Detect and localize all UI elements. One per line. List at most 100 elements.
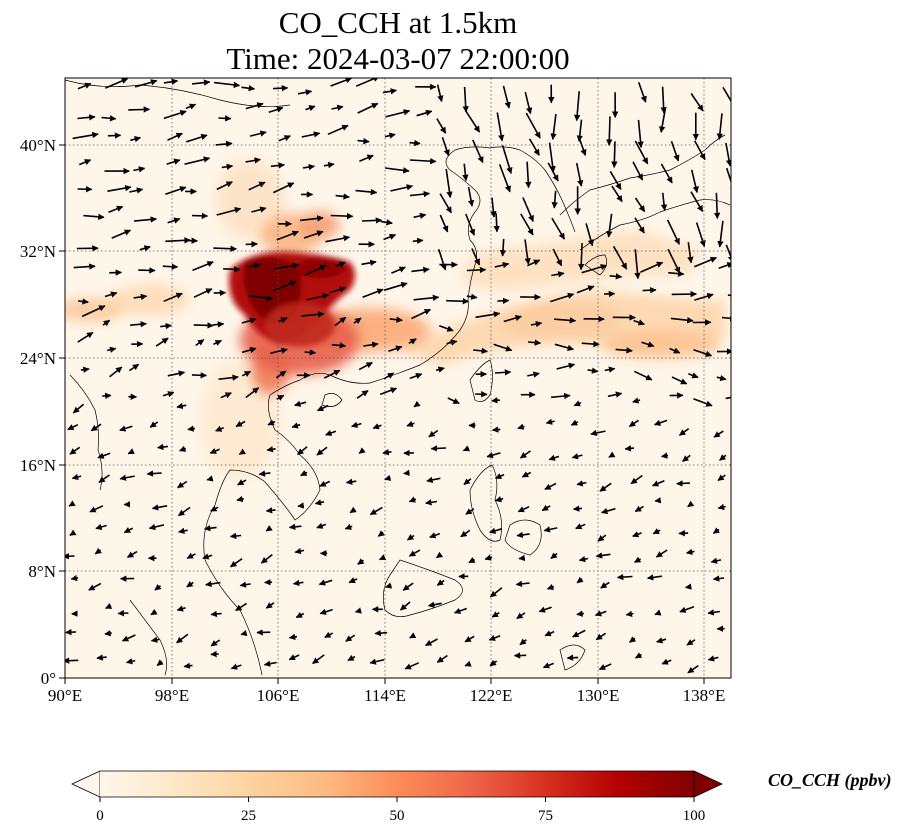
map-background (65, 78, 731, 678)
wind-arrow (652, 528, 661, 535)
wind-arrow (291, 422, 301, 429)
wind-arrow (607, 391, 623, 398)
wind-arrow (78, 159, 92, 166)
wind-arrow (323, 161, 335, 169)
wind-arrow (335, 193, 350, 200)
wind-arrow (640, 261, 664, 273)
wind-arrow (245, 102, 264, 110)
wind-arrow (150, 608, 158, 616)
wind-arrow (276, 230, 299, 241)
wind-arrow (276, 394, 285, 401)
wind-arrow (229, 532, 242, 540)
wind-arrow (462, 163, 469, 182)
wind-arrow (690, 191, 704, 213)
wind-arrow (467, 186, 475, 207)
wind-arrow (297, 446, 308, 456)
wind-arrow (493, 213, 500, 233)
wind-arrow (240, 629, 248, 637)
wind-arrow (239, 581, 251, 588)
wind-arrow (693, 398, 713, 407)
wind-arrow (78, 298, 89, 305)
wind-arrow (637, 82, 647, 103)
wind-arrow (502, 85, 511, 109)
wind-arrow (409, 157, 437, 165)
wind-arrow (388, 345, 403, 352)
wind-arrow (345, 634, 356, 642)
wind-arrow (391, 266, 406, 274)
wind-arrow (516, 612, 526, 620)
wind-arrow (604, 366, 616, 373)
wind-arrow (288, 654, 300, 661)
wind-arrow (412, 237, 424, 245)
wind-arrow (214, 81, 241, 89)
wind-arrow (496, 112, 505, 142)
wind-arrow (107, 132, 122, 139)
wind-arrow (303, 230, 324, 239)
wind-arrow (72, 403, 85, 414)
wind-arrow (634, 652, 643, 659)
wind-arrow (713, 430, 724, 438)
wind-arrow (126, 550, 138, 558)
wind-arrow (374, 629, 388, 637)
wind-arrow (436, 84, 444, 103)
wind-arrow (493, 343, 513, 352)
wind-arrow (330, 212, 354, 220)
wind-arrow (679, 606, 695, 613)
wind-arrow (121, 634, 136, 642)
wind-arrow (160, 322, 172, 330)
wind-arrow (183, 662, 193, 669)
wind-arrow (278, 135, 291, 142)
wind-arrow (162, 263, 179, 270)
wind-arrow (581, 340, 600, 348)
wind-arrow (633, 370, 653, 381)
wind-arrow (446, 339, 458, 346)
wind-arrow (686, 639, 696, 646)
wind-arrow (128, 363, 140, 372)
wind-arrow (127, 448, 135, 455)
wind-arrow (694, 293, 714, 301)
wind-arrow (273, 262, 300, 270)
map-title: CO_CCH at 1.5km (278, 5, 518, 40)
wind-arrow (163, 110, 187, 120)
wind-arrow (358, 361, 373, 371)
wind-arrow (654, 497, 662, 504)
wind-arrow (361, 259, 377, 266)
wind-arrow (687, 500, 695, 508)
wind-arrow (77, 331, 94, 343)
wind-arrow (210, 639, 221, 647)
wind-arrow (130, 136, 142, 143)
wind-arrow (465, 213, 476, 236)
wind-arrow (615, 347, 633, 354)
wind-arrow (108, 205, 124, 213)
wind-vectors (65, 78, 731, 674)
wind-arrow (439, 324, 454, 332)
wind-arrow (566, 654, 579, 661)
wind-arrow (554, 317, 577, 324)
wind-arrow (491, 611, 500, 618)
wind-arrow (524, 239, 531, 265)
map-frame (64, 77, 732, 679)
wind-arrow (351, 421, 362, 428)
wind-arrow (612, 245, 628, 270)
wind-arrow (230, 663, 242, 670)
x-tick-label: 98°E (155, 686, 189, 705)
colorbar-tick-label: 75 (538, 808, 553, 824)
wind-arrow (247, 262, 261, 269)
wind-arrow (218, 374, 239, 381)
wind-arrow (546, 583, 555, 590)
wind-arrow (633, 319, 645, 326)
colorbar-extend-max (693, 770, 723, 798)
wind-arrow (425, 499, 438, 506)
wind-arrow (491, 426, 501, 433)
wind-arrow (154, 584, 162, 591)
wind-arrow (527, 259, 541, 267)
wind-arrow (210, 610, 222, 618)
wind-arrow (372, 423, 382, 430)
wind-arrow (408, 338, 417, 345)
wind-arrow (356, 389, 369, 399)
wind-arrow (519, 450, 531, 459)
wind-arrow (155, 337, 169, 347)
wind-arrow (660, 86, 667, 114)
wind-arrow (625, 610, 634, 617)
wind-arrow (707, 609, 721, 616)
